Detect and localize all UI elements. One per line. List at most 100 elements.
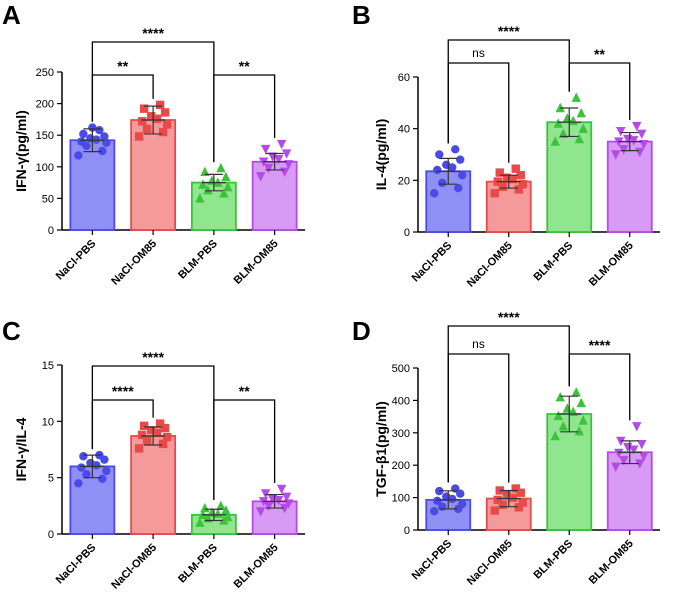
y-tick-label: 60 — [398, 72, 410, 84]
category-label: BLM-PBS — [531, 538, 575, 582]
data-point — [442, 160, 451, 170]
data-point — [102, 466, 111, 476]
data-point — [279, 503, 290, 514]
data-point — [578, 123, 588, 133]
data-point — [146, 112, 156, 121]
data-point — [495, 168, 504, 177]
data-point — [200, 166, 210, 177]
significance-label: **** — [589, 337, 611, 353]
data-point — [281, 149, 292, 159]
data-point — [162, 432, 172, 442]
y-tick-label: 0 — [48, 225, 54, 237]
data-point — [221, 171, 231, 182]
y-tick-label: 100 — [392, 493, 410, 505]
data-point — [137, 430, 147, 440]
data-point — [74, 151, 83, 160]
significance-bracket — [568, 62, 631, 121]
y-tick-label: 5 — [48, 473, 54, 485]
data-point — [142, 436, 152, 445]
category-label: BLM-OM85 — [232, 238, 281, 287]
data-point — [98, 474, 107, 483]
data-point — [255, 507, 266, 517]
significance-label: ** — [239, 383, 250, 399]
y-tick-label: 200 — [392, 460, 410, 472]
significance-bracket — [213, 74, 276, 163]
data-point — [433, 165, 442, 175]
significance-label: ** — [239, 58, 250, 74]
y-tick-label: 50 — [42, 193, 54, 205]
data-point — [198, 179, 208, 189]
data-point — [160, 423, 170, 433]
y-axis-label: IL-4(pg/ml) — [373, 119, 389, 191]
data-point — [635, 459, 645, 469]
y-tick-label: 150 — [36, 130, 54, 142]
panel-c: C 0 5 10 15 IFN-γ/IL-4 NaCl-PBS NaCl-OM85 BLM-PB… — [2, 316, 305, 592]
data-point — [574, 133, 584, 144]
data-point — [518, 180, 527, 189]
data-point — [576, 107, 586, 118]
significance-label: ** — [117, 58, 128, 74]
data-point — [100, 132, 109, 141]
data-point — [263, 163, 274, 174]
category-label: BLM-OM85 — [232, 542, 281, 591]
data-point — [77, 137, 86, 146]
data-point — [553, 118, 563, 128]
y-axis-label: TGF-β1(pg/ml) — [373, 401, 389, 497]
y-tick-label: 0 — [404, 227, 410, 239]
data-point — [458, 499, 467, 509]
data-point — [430, 507, 439, 516]
data-point — [562, 113, 572, 123]
data-point — [451, 484, 460, 493]
data-point — [611, 150, 621, 160]
category-label: NaCl-OM85 — [109, 542, 159, 592]
data-point — [74, 479, 83, 488]
data-point — [574, 425, 584, 436]
data-point — [273, 496, 284, 506]
significance-label: **** — [112, 383, 134, 399]
data-point — [451, 145, 460, 154]
category-label: BLM-PBS — [176, 542, 220, 586]
data-point — [616, 127, 626, 137]
y-tick-label: 15 — [42, 360, 54, 372]
data-point — [632, 121, 642, 132]
data-point — [146, 426, 156, 435]
data-point — [219, 188, 229, 198]
significance-bracket — [91, 74, 154, 122]
data-point — [502, 173, 511, 182]
panel-b: B 0 20 40 60 IL-4(pg/ml) NaCl-PBS NaCl-OM85 BLM-… — [352, 0, 660, 290]
data-point — [498, 182, 507, 191]
data-point — [152, 114, 162, 123]
data-point — [79, 129, 88, 139]
data-point — [514, 185, 523, 194]
data-point — [508, 493, 517, 502]
data-point — [438, 178, 447, 188]
data-point — [576, 397, 586, 408]
data-point — [637, 439, 647, 450]
data-point — [550, 136, 560, 146]
y-axis-label: IFN-γ(pg/ml) — [13, 110, 29, 192]
data-point — [458, 170, 467, 180]
data-point — [134, 132, 144, 141]
data-point — [433, 496, 442, 506]
data-point — [490, 189, 499, 198]
data-point — [571, 387, 581, 397]
data-point — [514, 503, 523, 512]
data-point — [283, 160, 294, 170]
data-point — [86, 134, 95, 143]
data-point — [221, 505, 231, 515]
data-point — [611, 462, 621, 473]
data-point — [639, 451, 649, 462]
significance-label: ns — [472, 337, 485, 351]
data-point — [155, 100, 165, 110]
y-tick-label: 0 — [48, 529, 54, 541]
data-point — [216, 500, 226, 511]
category-label: NaCl-OM85 — [109, 238, 159, 288]
data-point — [493, 495, 502, 505]
data-point — [139, 104, 149, 113]
y-tick-label: 0 — [404, 525, 410, 537]
data-point — [614, 448, 624, 459]
data-point — [134, 444, 144, 453]
y-tick-label: 400 — [392, 395, 410, 407]
data-point — [95, 125, 104, 135]
data-point — [195, 193, 205, 203]
